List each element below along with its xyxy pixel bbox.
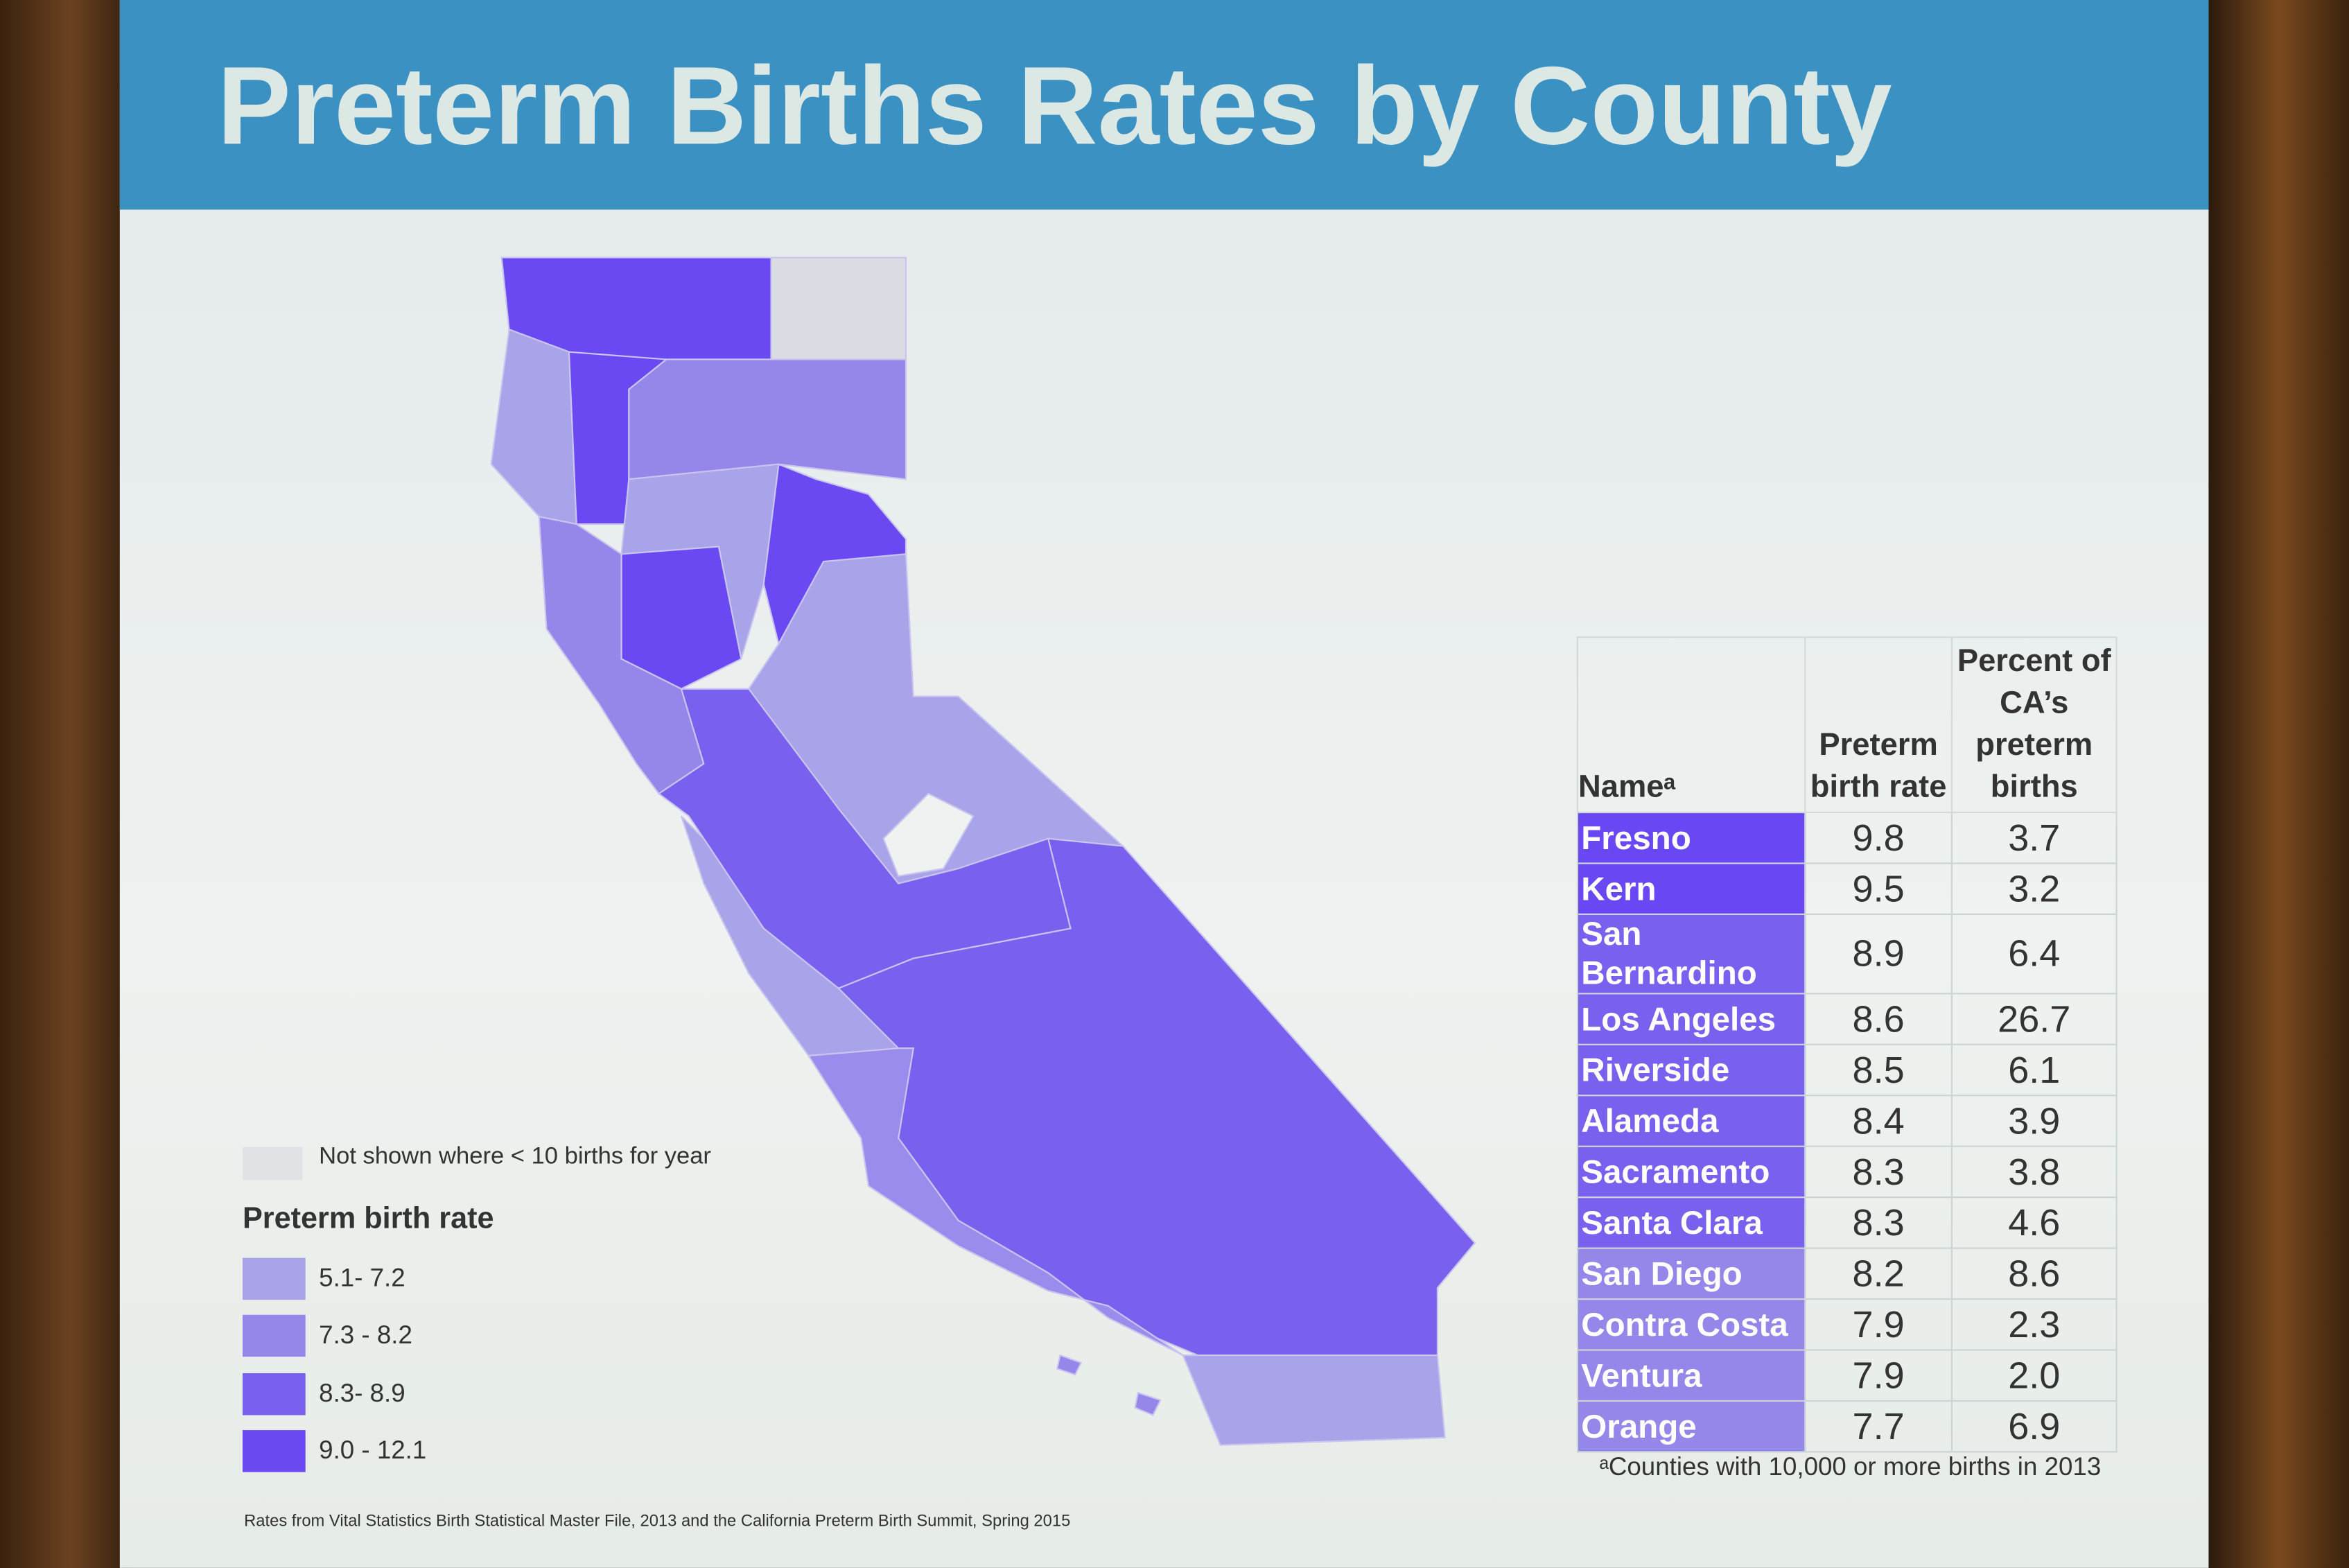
table-row: Kern 9.5 3.2	[1576, 862, 2117, 915]
county-name: Alameda	[1576, 1095, 1806, 1147]
island	[1056, 1354, 1083, 1376]
county	[807, 1047, 1184, 1357]
header-cell: Percent of CA’s preterm births	[1950, 636, 2117, 814]
california-map	[490, 256, 1476, 1446]
legend-label: 5.1- 7.2	[319, 1264, 405, 1293]
table-cell: 2.0	[1950, 1349, 2117, 1402]
table-cell: 6.1	[1950, 1043, 2117, 1097]
table-cell: 7.9	[1804, 1349, 1953, 1402]
slide: Preterm Births Rates by County	[119, 0, 2209, 1568]
county-name: Los Angeles	[1576, 993, 1806, 1045]
legend-label: 8.3- 8.9	[319, 1379, 405, 1408]
header-cell: Nameᵃ	[1576, 636, 1806, 814]
legend-label: 9.0 - 12.1	[319, 1436, 427, 1465]
table-cell: 7.9	[1804, 1298, 1953, 1351]
table-row: Alameda 8.4 3.9	[1576, 1095, 2117, 1147]
county	[1182, 1354, 1446, 1446]
table-cell: 2.3	[1950, 1298, 2117, 1351]
legend-title: Preterm birth rate	[242, 1202, 494, 1236]
title-bar: Preterm Births Rates by County	[119, 0, 2209, 210]
table-cell: 8.3	[1804, 1196, 1953, 1249]
county-table: Nameᵃ Preterm birth rate Percent of CA’s…	[1576, 636, 2117, 1453]
legend-swatch	[242, 1147, 303, 1181]
table-row: San Diego 8.2 8.6	[1576, 1247, 2117, 1300]
table-cell: 6.9	[1950, 1400, 2117, 1453]
county	[628, 358, 907, 480]
table-cell: 9.8	[1804, 811, 1953, 864]
county-name: Sacramento	[1576, 1145, 1806, 1199]
table-cell: 8.9	[1804, 913, 1953, 995]
county-name: San Diego	[1576, 1247, 1806, 1300]
legend-swatch	[242, 1373, 306, 1415]
source-note: Rates from Vital Statistics Birth Statis…	[244, 1512, 1071, 1531]
table-cell: 26.7	[1950, 993, 2117, 1045]
legend-label: 7.3 - 8.2	[319, 1321, 412, 1350]
table-cell: 8.2	[1804, 1247, 1953, 1300]
table-row: Contra Costa 7.9 2.3	[1576, 1298, 2117, 1351]
table-row: Los Angeles 8.6 26.7	[1576, 993, 2117, 1045]
legend-note: Not shown where < 10 births for year	[319, 1144, 711, 1170]
county-name: Orange	[1576, 1400, 1806, 1453]
county-name: Contra Costa	[1576, 1298, 1806, 1351]
footnote: ᵃCounties with 10,000 or more births in …	[1599, 1452, 2102, 1481]
table-cell: 3.2	[1950, 862, 2117, 915]
table-cell: 8.6	[1804, 993, 1953, 1045]
table-cell: 8.3	[1804, 1145, 1953, 1199]
table-row: Santa Clara 8.3 4.6	[1576, 1196, 2117, 1249]
county-name: Kern	[1576, 862, 1806, 915]
table-cell: 4.6	[1950, 1196, 2117, 1249]
table-cell: 7.7	[1804, 1400, 1953, 1453]
table-cell: 6.4	[1950, 913, 2117, 995]
title: Preterm Births Rates by County	[217, 43, 1892, 168]
county-name: Ventura	[1576, 1349, 1806, 1402]
county-name: Santa Clara	[1576, 1196, 1806, 1249]
table-cell: 9.5	[1804, 862, 1953, 915]
county-name: San Bernardino	[1576, 913, 1806, 995]
county	[770, 256, 907, 360]
table-row: Riverside 8.5 6.1	[1576, 1043, 2117, 1097]
table-cell: 8.5	[1804, 1043, 1953, 1097]
legend-swatch	[242, 1314, 306, 1357]
legend-swatch	[242, 1257, 306, 1300]
table-row: Fresno 9.8 3.7	[1576, 811, 2117, 864]
table-body: Fresno 9.8 3.7 Kern 9.5 3.2 San Bernardino 8.9 6…	[1576, 811, 2117, 1453]
county-name: Riverside	[1576, 1043, 1806, 1097]
table-cell: 3.9	[1950, 1095, 2117, 1147]
table-row: San Bernardino 8.9 6.4	[1576, 913, 2117, 995]
county-name: Fresno	[1576, 811, 1806, 864]
table-cell: 3.8	[1950, 1145, 2117, 1199]
county	[490, 328, 577, 525]
header-row: Nameᵃ Preterm birth rate Percent of CA’s…	[1576, 636, 2117, 814]
header-cell: Preterm birth rate	[1804, 636, 1953, 814]
table-row: Orange 7.7 6.9	[1576, 1400, 2117, 1453]
island	[1134, 1391, 1162, 1416]
legend-swatch	[242, 1430, 306, 1472]
table-cell: 8.4	[1804, 1095, 1953, 1147]
table-row: Ventura 7.9 2.0	[1576, 1349, 2117, 1402]
table-cell: 8.6	[1950, 1247, 2117, 1300]
table-row: Sacramento 8.3 3.8	[1576, 1145, 2117, 1199]
table-cell: 3.7	[1950, 811, 2117, 864]
lake	[882, 792, 975, 877]
